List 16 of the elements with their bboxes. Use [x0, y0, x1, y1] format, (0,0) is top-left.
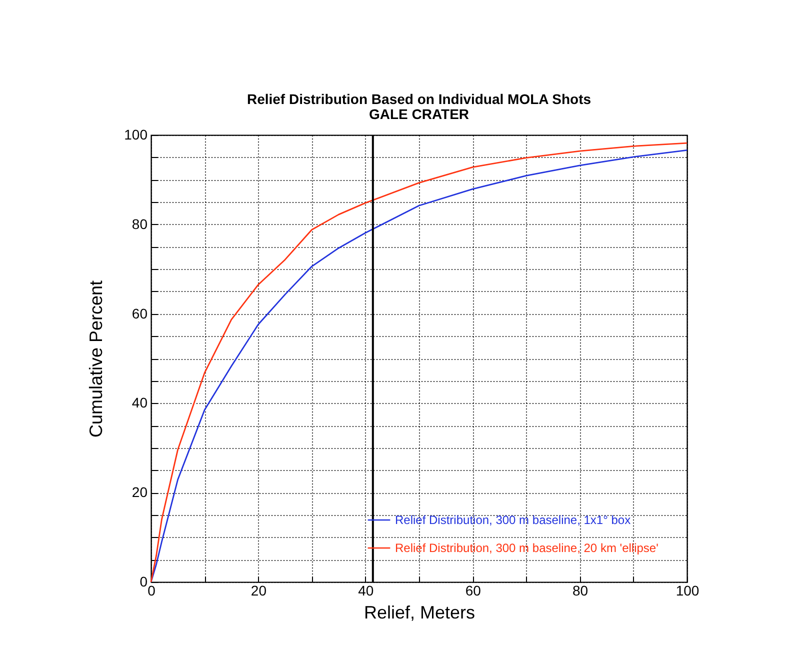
x-axis-title: Relief, Meters	[364, 602, 476, 622]
legend-label: Relief Distribution, 300 m baseline, 1x1° box	[395, 513, 631, 527]
y-axis-title: Cumulative Percent	[86, 280, 106, 438]
y-tick-label: 80	[132, 216, 148, 232]
x-tick-label: 60	[465, 582, 482, 598]
y-tick-label: 20	[132, 484, 148, 500]
x-tick-label: 100	[676, 582, 700, 598]
chart-title: Relief Distribution Based on Individual MOLA Shots	[246, 91, 592, 107]
chart-subtitle: GALE CRATER	[368, 106, 470, 122]
y-tick-label: 60	[132, 305, 148, 322]
legend-label: Relief Distribution, 300 m baseline, 20 km 'ellipse'	[395, 541, 658, 555]
x-tick-label: 40	[358, 582, 374, 598]
y-tick-label: 40	[132, 394, 148, 411]
x-tick-label: 80	[572, 582, 588, 598]
y-tick-label: 100	[124, 126, 148, 142]
x-tick-label: 20	[250, 582, 267, 598]
